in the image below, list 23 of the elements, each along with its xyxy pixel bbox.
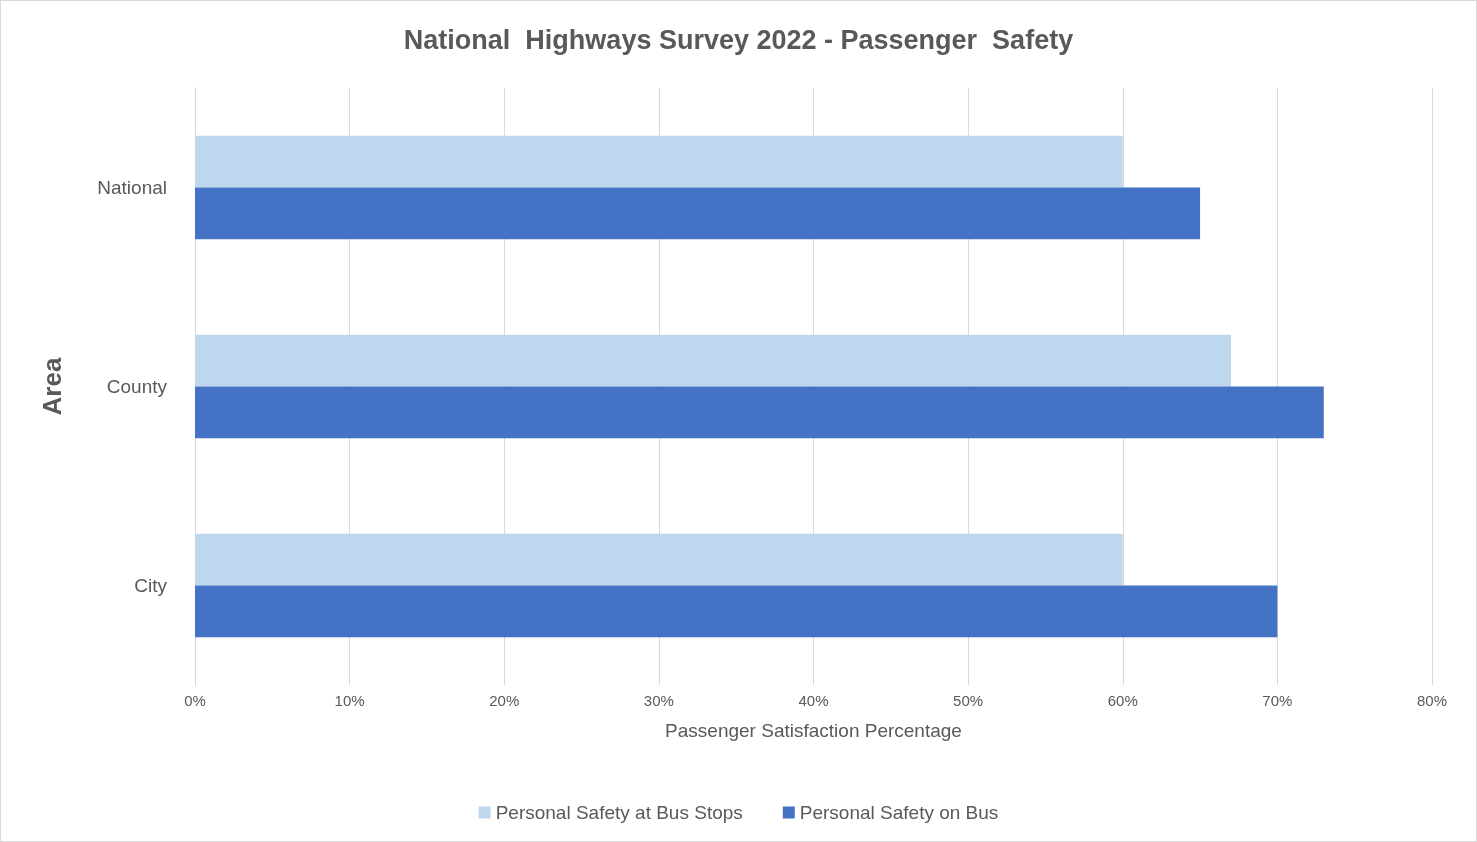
x-tick-label: 30%	[643, 692, 674, 709]
x-tick-label: 0%	[184, 692, 206, 709]
y-tick-label: National	[97, 177, 167, 198]
x-tick-label: 60%	[1107, 692, 1138, 709]
bar	[195, 386, 1324, 439]
bar	[195, 334, 1231, 387]
bar	[195, 187, 1201, 240]
legend-label: Personal Safety on Bus	[799, 802, 999, 823]
x-tick-label: 20%	[489, 692, 520, 709]
bar	[195, 135, 1123, 188]
bar	[195, 585, 1278, 638]
x-tick-label: 10%	[334, 692, 365, 709]
bar	[195, 533, 1123, 586]
x-tick-label: 50%	[953, 692, 984, 709]
legend-label: Personal Safety at Bus Stops	[495, 802, 743, 823]
x-tick-label: 40%	[798, 692, 829, 709]
y-axis-title: Area	[37, 357, 67, 416]
y-tick-label: City	[134, 575, 168, 596]
x-tick-label: 80%	[1416, 692, 1448, 709]
y-tick-label: County	[106, 376, 168, 397]
x-axis-title: Passenger Satisfaction Percentage	[665, 720, 962, 741]
x-tick-label: 70%	[1262, 692, 1293, 709]
chart-title: National Highways Survey 2022 - Passenger Safety	[403, 24, 1074, 55]
